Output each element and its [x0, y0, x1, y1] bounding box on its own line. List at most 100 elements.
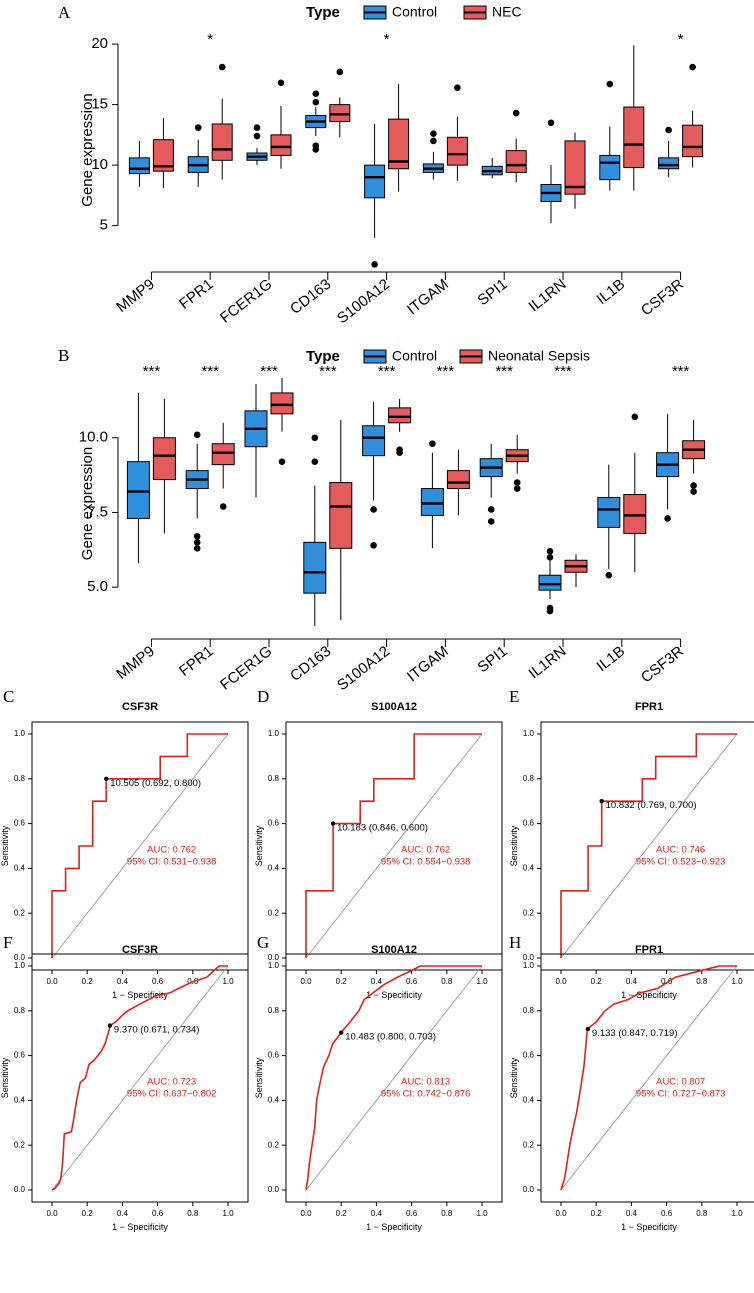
iqr-box [152, 437, 176, 481]
x-tick-label-csf3r: CSF3R [638, 276, 687, 320]
ci-label: 95% CI: 0.523−0.923 [636, 857, 726, 868]
legend-label-case: Neonatal Sepsis [488, 348, 590, 364]
x-tick-label: 1.0 [222, 977, 234, 986]
significance-label: *** [143, 363, 161, 380]
x-tick-label-il1rn: IL1RN [525, 643, 569, 683]
x-tick-label: 0.4 [117, 1209, 129, 1218]
y-tick-label: 5.0 [87, 578, 108, 595]
y-axis-title: Sensitivity [509, 1057, 519, 1098]
iqr-box [623, 494, 647, 534]
y-tick-label: 0.2 [14, 908, 26, 917]
x-tick-label: 0.0 [300, 977, 312, 986]
y-tick-label: 0.2 [268, 1140, 280, 1149]
outlier-point [606, 80, 614, 88]
y-tick-label: 20 [91, 35, 108, 52]
cutoff-label: 10.505 (0.692, 0.800) [110, 778, 201, 789]
x-tick-label: 0.4 [371, 1209, 383, 1218]
outlier-point [311, 458, 319, 465]
y-tick-label: 1.0 [523, 961, 535, 970]
x-tick-label: 0.0 [46, 977, 58, 986]
outlier-point [311, 434, 319, 442]
y-tick-label: 0.4 [523, 1096, 535, 1105]
iqr-box [364, 164, 386, 199]
x-tick-label: 0.6 [661, 1209, 673, 1218]
significance-label: *** [319, 363, 337, 380]
iqr-box [446, 136, 468, 166]
ci-label: 95% CI: 0.742−0.876 [381, 1089, 471, 1100]
cutoff-label: 10.832 (0.769, 0.700) [606, 800, 697, 811]
roc-curve [305, 965, 482, 1191]
outlier-point [513, 479, 521, 486]
x-tick-label: 1.0 [731, 1209, 743, 1218]
legend-label-control: Control [392, 348, 437, 364]
x-tick-label: 0.8 [441, 1209, 453, 1218]
outlier-point [605, 571, 613, 579]
y-tick-label: 1.0 [14, 961, 26, 970]
iqr-box [623, 106, 645, 169]
box-control-cd163 [305, 90, 327, 153]
roc-curve [51, 733, 228, 958]
significance-label: *** [437, 363, 455, 380]
ci-label: 95% CI: 0.727−0.873 [636, 1089, 726, 1100]
y-tick-label: 0.8 [268, 1006, 280, 1015]
x-tick-label-fpr1: FPR1 [176, 643, 217, 680]
outlier-point [665, 126, 672, 134]
significance-label: *** [672, 363, 690, 380]
significance-label: *** [201, 363, 219, 380]
y-axis-title: Gene expression [79, 93, 96, 206]
y-tick-label: 7.5 [87, 503, 108, 520]
panel-label: G [257, 933, 269, 952]
x-tick-label: 0.4 [626, 977, 638, 986]
y-tick-label: 10 [91, 156, 108, 173]
box-case-itgam [446, 449, 470, 516]
y-tick-label: 0.8 [14, 774, 26, 783]
roc-curve [51, 965, 228, 1191]
outlier-point [218, 63, 226, 71]
panel-label: D [257, 687, 269, 706]
panel-label: H [509, 933, 521, 952]
x-tick-label-fcer1g: FCER1G [217, 276, 275, 327]
box-control-fcer1g [244, 383, 268, 498]
outlier-point [194, 124, 202, 131]
iqr-box [388, 407, 412, 424]
y-axis-title: Gene expression [79, 447, 96, 560]
x-tick-label-fpr1: FPR1 [176, 276, 217, 313]
y-tick-label: 0.4 [268, 1096, 280, 1105]
y-tick-label: 0.6 [268, 1051, 280, 1060]
box-control-cd163 [303, 434, 327, 627]
iqr-box [538, 574, 562, 591]
x-tick-label-il1b: IL1B [593, 276, 628, 308]
cutoff-label: 10.483 (0.800, 0.703) [345, 1032, 436, 1043]
box-control-il1b [597, 464, 621, 579]
box-case-mmp9 [152, 398, 176, 534]
y-tick-label: 0.8 [268, 774, 280, 783]
x-tick-label: 0.4 [626, 1209, 638, 1218]
x-axis-title: 1 − Specificity [621, 990, 677, 1000]
y-tick-label: 1.0 [14, 729, 26, 738]
outlier-point [546, 548, 554, 555]
outlier-point [512, 109, 520, 117]
panel-label: B [58, 346, 69, 365]
x-tick-label: 0.2 [591, 1209, 603, 1218]
iqr-box [211, 443, 235, 466]
x-axis-title: 1 − Specificity [366, 990, 422, 1000]
box-control-csf3r [656, 413, 680, 522]
outlier-point [312, 90, 320, 98]
x-tick-label: 1.0 [476, 977, 488, 986]
legend: Type Control Neonatal Sepsis [306, 348, 590, 365]
y-tick-label: 0.4 [523, 864, 535, 873]
reference-diagonal [305, 965, 483, 1191]
outlier-point [546, 553, 554, 561]
box-case-cd163 [329, 419, 353, 621]
box-panel-a: A Type Control NEC 5 10 15 20 Gene expression MMP… [58, 3, 704, 327]
x-tick-label: 0.6 [661, 977, 673, 986]
x-tick-label-spi1: SPI1 [475, 643, 511, 676]
y-tick-label: 10.0 [79, 429, 108, 446]
iqr-box [446, 470, 470, 490]
roc-curve [560, 965, 737, 1191]
outlier-point [631, 413, 639, 421]
legend-label-case: NEC [492, 4, 522, 20]
x-tick-label: 0.8 [696, 1209, 708, 1218]
box-case-fpr1 [211, 63, 233, 180]
